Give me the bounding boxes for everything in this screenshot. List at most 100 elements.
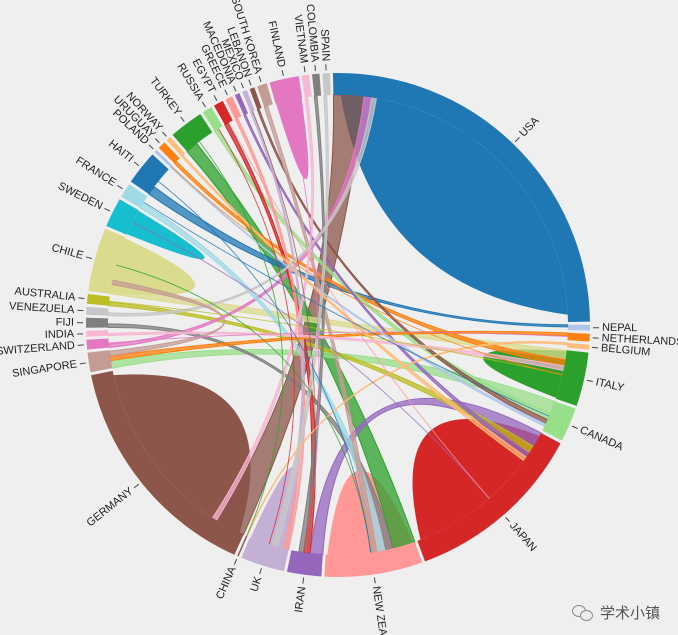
- arc-italy[interactable]: [555, 350, 589, 406]
- label-fiji: FIJI: [56, 316, 74, 328]
- label-india: INDIA: [45, 328, 75, 341]
- chord-thin-egypt-to-japan: [228, 122, 490, 499]
- tick-canada: [571, 425, 578, 429]
- label-france: FRANCE: [73, 155, 118, 189]
- chord-thin-poland-to-italy: [171, 165, 563, 376]
- label-chile: CHILE: [50, 242, 84, 262]
- label-haiti: HAITI: [106, 138, 135, 165]
- chord-south-korea-to-new-zealand: [263, 105, 378, 554]
- label-venezuela: VENEZUELA: [9, 300, 76, 316]
- arc-iran[interactable]: [286, 550, 323, 577]
- arc-mexico[interactable]: [242, 90, 255, 113]
- chord-thin-australia-to-italy: [109, 300, 563, 376]
- chord-usa-to-usa: [340, 95, 568, 315]
- chord-thin-finland-to-iran: [288, 100, 320, 553]
- chord-thin-haiti-to-new-zealand: [158, 181, 372, 553]
- arc-greece[interactable]: [225, 96, 242, 120]
- chord-finland-to-finland: [276, 97, 309, 180]
- label-new-zealand: NEW ZEALAND: [370, 585, 393, 635]
- arc-colombia[interactable]: [312, 73, 322, 97]
- label-netherlands: NETHERLANDS: [601, 332, 678, 348]
- tick-chile: [85, 256, 92, 259]
- label-spain: SPAIN: [318, 29, 331, 62]
- tick-russia: [201, 101, 206, 108]
- arc-vietnam[interactable]: [301, 74, 312, 98]
- label-usa: USA: [517, 114, 542, 139]
- label-belgium: BELGIUM: [600, 342, 650, 358]
- chord-thin-russia-to-uk: [218, 128, 295, 545]
- arc-netherlands[interactable]: [567, 332, 590, 342]
- arc-russia[interactable]: [202, 107, 223, 131]
- tick-china: [233, 558, 238, 565]
- arc-australia[interactable]: [86, 293, 110, 306]
- arc-france[interactable]: [121, 184, 148, 208]
- tick-australia: [78, 297, 85, 300]
- arc-turkey[interactable]: [172, 113, 213, 152]
- arc-canada[interactable]: [542, 401, 576, 441]
- label-germany: GERMANY: [85, 485, 136, 530]
- arc-uk[interactable]: [241, 537, 289, 572]
- label-iran: IRAN: [293, 586, 308, 614]
- arc-japan[interactable]: [417, 432, 561, 562]
- tick-norway: [162, 131, 167, 137]
- arc-usa[interactable]: [332, 73, 590, 322]
- arc-spain[interactable]: [322, 73, 331, 96]
- tick-france: [117, 185, 123, 190]
- chord-thin-chile-to-new-zealand: [115, 264, 372, 553]
- label-switzerland: SWITZERLAND: [0, 340, 75, 358]
- tick-poland: [148, 144, 154, 150]
- arc-lebanon[interactable]: [249, 87, 262, 110]
- chord-germany-to-germany: [113, 374, 251, 533]
- tick-turkey: [180, 116, 185, 122]
- chord-thin-sweden-to-japan: [132, 221, 490, 499]
- tick-germany: [133, 483, 140, 489]
- chord-thin-france-to-canada: [143, 201, 550, 417]
- tick-haiti: [133, 161, 140, 167]
- label-nepal: NEPAL: [602, 322, 637, 334]
- tick-new-zealand: [373, 577, 376, 584]
- tick-egypt: [213, 95, 218, 101]
- label-china: CHINA: [214, 564, 239, 601]
- arc-macedonia[interactable]: [234, 93, 249, 116]
- arc-haiti[interactable]: [130, 154, 169, 195]
- tick-usa: [514, 137, 520, 143]
- arc-china[interactable]: [237, 535, 248, 557]
- arc-finland[interactable]: [269, 76, 303, 104]
- chord-thin-turkey-to-china: [198, 141, 284, 537]
- chord-sweden-to-sweden: [126, 210, 205, 260]
- label-sweden: SWEDEN: [56, 180, 105, 212]
- tick-colombia: [314, 64, 316, 72]
- chord-egypt-to-iran: [224, 122, 316, 554]
- arc-chile[interactable]: [88, 228, 126, 294]
- tick-belgium: [591, 346, 599, 349]
- arc-venezuela[interactable]: [86, 306, 109, 316]
- label-colombia: COLOMBIA: [304, 4, 321, 64]
- tick-italy: [586, 379, 593, 382]
- label-finland: FINLAND: [266, 20, 288, 69]
- arc-south-korea[interactable]: [257, 83, 273, 108]
- chord-thin-mexico-to-iran: [252, 111, 316, 553]
- arc-poland[interactable]: [154, 150, 173, 168]
- arc-nepal[interactable]: [567, 324, 591, 331]
- arc-uruguay[interactable]: [158, 142, 180, 164]
- tick-uk: [259, 568, 262, 575]
- arc-norway[interactable]: [166, 136, 185, 157]
- wechat-icon: [571, 604, 594, 621]
- label-japan: JAPAN: [507, 520, 539, 554]
- arc-india[interactable]: [86, 330, 109, 337]
- arc-new-zealand[interactable]: [324, 541, 423, 577]
- arc-switzerland[interactable]: [86, 338, 110, 350]
- label-uk: UK: [248, 574, 264, 593]
- tick-mexico: [240, 82, 244, 89]
- label-italy: ITALY: [594, 376, 625, 394]
- arc-belgium[interactable]: [566, 342, 590, 350]
- arc-singapore[interactable]: [87, 350, 113, 373]
- arc-fiji[interactable]: [85, 317, 109, 328]
- arc-germany[interactable]: [91, 370, 244, 555]
- label-canada: CANADA: [578, 424, 625, 453]
- tick-uruguay: [154, 138, 160, 144]
- chord-thin-switzerland-to-netherlands: [108, 331, 568, 344]
- arc-sweden[interactable]: [106, 199, 139, 235]
- arc-egypt[interactable]: [213, 100, 233, 125]
